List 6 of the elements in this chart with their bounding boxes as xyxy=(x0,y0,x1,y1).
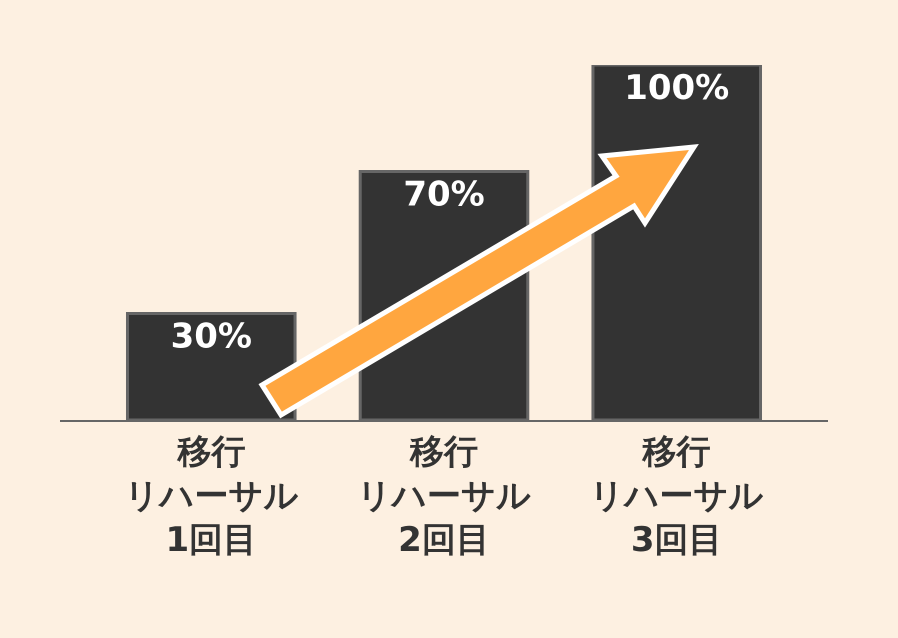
x-tick-label: 移行リハーサル2回目 xyxy=(357,432,531,560)
x-tick-label: 移行リハーサル3回目 xyxy=(590,432,764,560)
data-label: 30% xyxy=(170,316,252,356)
x-tick-label: 移行リハーサル1回目 xyxy=(124,432,298,560)
data-label: 100% xyxy=(624,68,730,108)
data-label: 70% xyxy=(403,174,485,214)
